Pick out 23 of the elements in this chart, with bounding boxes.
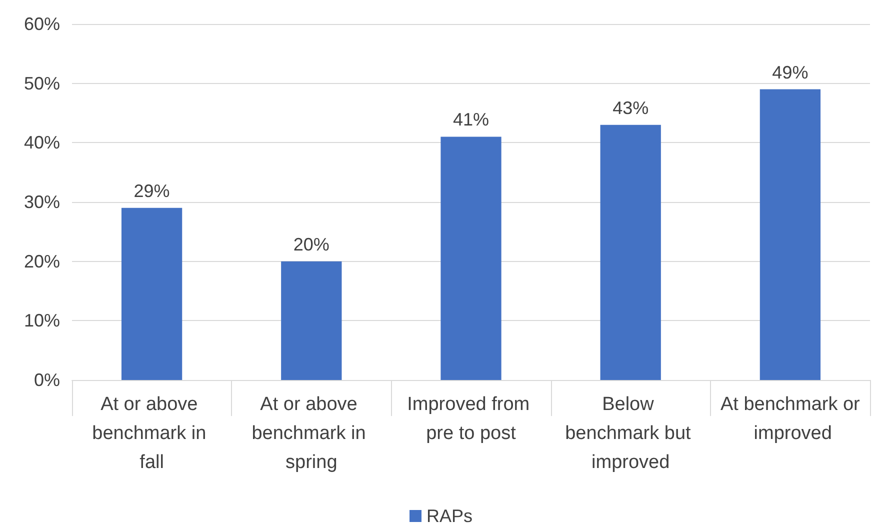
bar [600, 124, 661, 380]
y-tick-label: 30% [24, 192, 60, 212]
legend-label: RAPs [426, 506, 473, 526]
data-label: 43% [612, 98, 649, 118]
data-label: 20% [293, 234, 330, 254]
x-tick-label: At or above benchmark in spring [252, 394, 372, 473]
y-tick-label: 20% [24, 251, 60, 272]
y-tick-label: 10% [24, 310, 60, 331]
bar [281, 261, 342, 380]
y-tick-label: 60% [24, 14, 60, 34]
bar [440, 136, 502, 380]
x-tick-label: At or above benchmark in fall [92, 394, 212, 473]
x-tick-label: At benchmark or improved [720, 394, 861, 444]
x-tick-label: Below benchmark but improved [565, 394, 696, 473]
data-label: 49% [772, 62, 808, 82]
bar [121, 208, 182, 380]
y-tick-label: 50% [24, 73, 60, 94]
x-tick-label: Improved from pre to post [407, 394, 535, 444]
data-label: 29% [134, 180, 170, 201]
bar [760, 89, 821, 380]
y-tick-label: 40% [24, 132, 60, 153]
data-label: 41% [452, 110, 490, 130]
y-tick-label: 0% [34, 370, 60, 390]
